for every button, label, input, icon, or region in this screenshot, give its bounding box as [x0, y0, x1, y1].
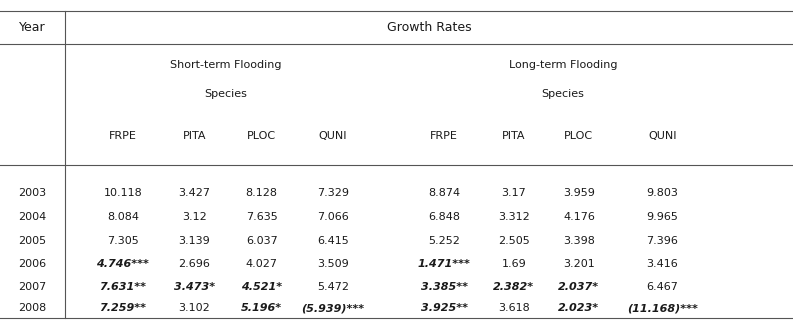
Text: 7.631**: 7.631**	[99, 282, 147, 292]
Text: PLOC: PLOC	[247, 131, 276, 141]
Text: 7.259**: 7.259**	[99, 304, 147, 313]
Text: 7.305: 7.305	[107, 237, 139, 246]
Text: 3.925**: 3.925**	[420, 304, 468, 313]
Text: 7.396: 7.396	[646, 237, 678, 246]
Text: Species: Species	[205, 89, 247, 99]
Text: 7.635: 7.635	[246, 212, 278, 222]
Text: 3.618: 3.618	[498, 304, 530, 313]
Text: PLOC: PLOC	[565, 131, 593, 141]
Text: 3.509: 3.509	[317, 259, 349, 269]
Text: 2003: 2003	[18, 188, 47, 198]
Text: 5.252: 5.252	[428, 237, 460, 246]
Text: FRPE: FRPE	[430, 131, 458, 141]
Text: 2008: 2008	[18, 304, 47, 313]
Text: FRPE: FRPE	[109, 131, 137, 141]
Text: 7.329: 7.329	[317, 188, 349, 198]
Text: 4.746***: 4.746***	[97, 259, 149, 269]
Text: 10.118: 10.118	[104, 188, 142, 198]
Text: 2005: 2005	[18, 237, 47, 246]
Text: 2004: 2004	[18, 212, 47, 222]
Text: Year: Year	[19, 21, 46, 34]
Text: 9.965: 9.965	[646, 212, 678, 222]
Text: 3.312: 3.312	[498, 212, 530, 222]
Text: (11.168)***: (11.168)***	[626, 304, 698, 313]
Text: 1.69: 1.69	[501, 259, 527, 269]
Text: Species: Species	[542, 89, 584, 99]
Text: 6.848: 6.848	[428, 212, 460, 222]
Text: 3.473*: 3.473*	[174, 282, 215, 292]
Text: (5.939)***: (5.939)***	[301, 304, 365, 313]
Text: 2006: 2006	[18, 259, 47, 269]
Text: 2.696: 2.696	[178, 259, 210, 269]
Text: 2.037*: 2.037*	[558, 282, 600, 292]
Text: 4.521*: 4.521*	[241, 282, 282, 292]
Text: 3.416: 3.416	[646, 259, 678, 269]
Text: QUNI: QUNI	[319, 131, 347, 141]
Text: 3.385**: 3.385**	[420, 282, 468, 292]
Text: Long-term Flooding: Long-term Flooding	[509, 60, 617, 70]
Text: QUNI: QUNI	[648, 131, 676, 141]
Text: 4.027: 4.027	[246, 259, 278, 269]
Text: 3.959: 3.959	[563, 188, 595, 198]
Text: Growth Rates: Growth Rates	[387, 21, 471, 34]
Text: 7.066: 7.066	[317, 212, 349, 222]
Text: 6.467: 6.467	[646, 282, 678, 292]
Text: 3.12: 3.12	[182, 212, 207, 222]
Text: 2.023*: 2.023*	[558, 304, 600, 313]
Text: 8.874: 8.874	[428, 188, 460, 198]
Text: 3.17: 3.17	[501, 188, 527, 198]
Text: 4.176: 4.176	[563, 212, 595, 222]
Text: 5.472: 5.472	[317, 282, 349, 292]
Text: 3.139: 3.139	[178, 237, 210, 246]
Text: 2.382*: 2.382*	[493, 282, 534, 292]
Text: 5.196*: 5.196*	[241, 304, 282, 313]
Text: 9.803: 9.803	[646, 188, 678, 198]
Text: 2.505: 2.505	[498, 237, 530, 246]
Text: 6.415: 6.415	[317, 237, 349, 246]
Text: 3.201: 3.201	[563, 259, 595, 269]
Text: 8.128: 8.128	[246, 188, 278, 198]
Text: PITA: PITA	[182, 131, 206, 141]
Text: Short-term Flooding: Short-term Flooding	[170, 60, 282, 70]
Text: 3.398: 3.398	[563, 237, 595, 246]
Text: PITA: PITA	[502, 131, 526, 141]
Text: 3.102: 3.102	[178, 304, 210, 313]
Text: 6.037: 6.037	[246, 237, 278, 246]
Text: 8.084: 8.084	[107, 212, 139, 222]
Text: 1.471***: 1.471***	[418, 259, 470, 269]
Text: 2007: 2007	[18, 282, 47, 292]
Text: 3.427: 3.427	[178, 188, 210, 198]
